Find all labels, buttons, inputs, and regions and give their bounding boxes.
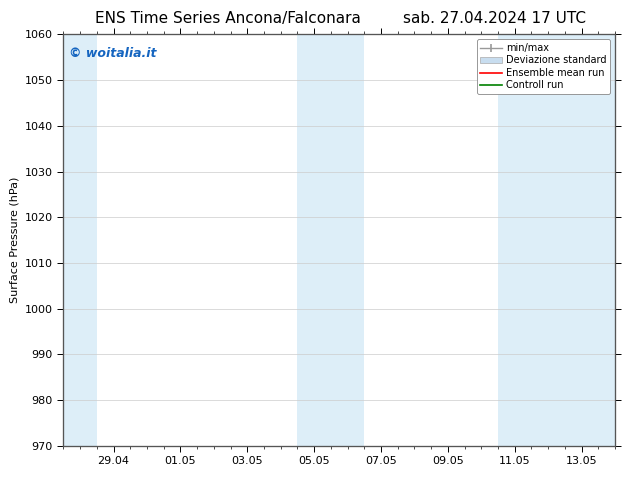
Text: sab. 27.04.2024 17 UTC: sab. 27.04.2024 17 UTC (403, 11, 586, 26)
Bar (297, 34, 365, 446)
Text: © woitalia.it: © woitalia.it (69, 47, 157, 60)
Legend: min/max, Deviazione standard, Ensemble mean run, Controll run: min/max, Deviazione standard, Ensemble m… (477, 39, 610, 94)
Bar (498, 34, 615, 446)
Y-axis label: Surface Pressure (hPa): Surface Pressure (hPa) (10, 177, 19, 303)
Text: ENS Time Series Ancona/Falconara: ENS Time Series Ancona/Falconara (95, 11, 361, 26)
Bar (63, 34, 97, 446)
